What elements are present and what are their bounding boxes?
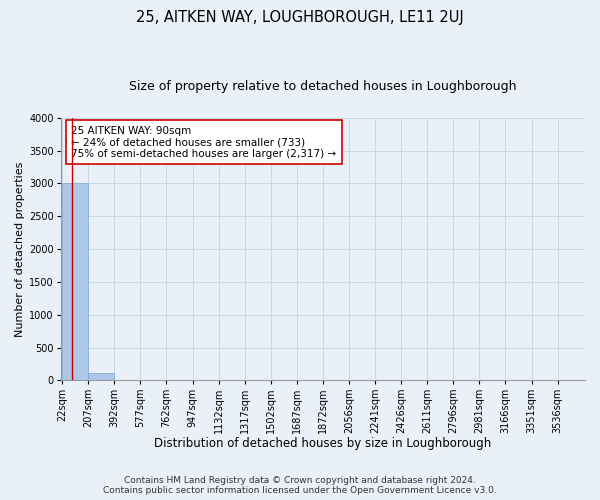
Title: Size of property relative to detached houses in Loughborough: Size of property relative to detached ho… [129, 80, 517, 93]
Text: 25, AITKEN WAY, LOUGHBOROUGH, LE11 2UJ: 25, AITKEN WAY, LOUGHBOROUGH, LE11 2UJ [136, 10, 464, 25]
Text: Contains HM Land Registry data © Crown copyright and database right 2024.
Contai: Contains HM Land Registry data © Crown c… [103, 476, 497, 495]
Bar [62, 184, 88, 380]
Bar [88, 373, 115, 380]
X-axis label: Distribution of detached houses by size in Loughborough: Distribution of detached houses by size … [154, 437, 491, 450]
Y-axis label: Number of detached properties: Number of detached properties [15, 162, 25, 337]
Text: 25 AITKEN WAY: 90sqm
← 24% of detached houses are smaller (733)
75% of semi-deta: 25 AITKEN WAY: 90sqm ← 24% of detached h… [71, 126, 337, 159]
